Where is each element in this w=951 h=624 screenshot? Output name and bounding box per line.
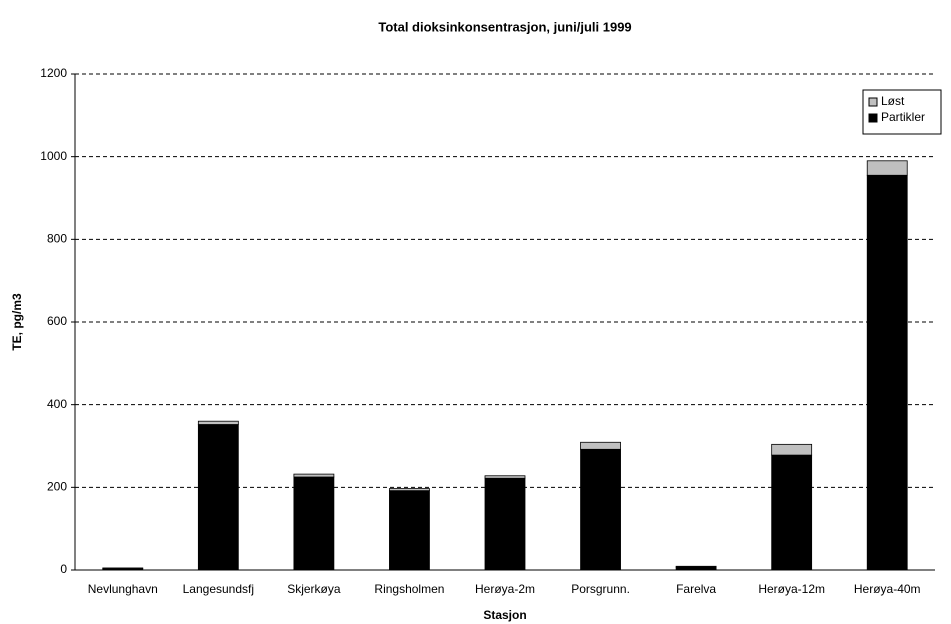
x-tick-label: Ringsholmen — [374, 582, 444, 596]
legend-label: Partikler — [881, 110, 925, 124]
bar-segment — [484, 477, 526, 571]
bar-segment — [293, 476, 335, 571]
bar-segment — [102, 567, 144, 570]
y-axis-label: TE, pg/m3 — [10, 293, 24, 351]
y-tick-label: 0 — [60, 562, 67, 576]
x-tick-label: Farelva — [676, 582, 716, 596]
bar-segment — [484, 475, 526, 479]
x-tick-label: Herøya-40m — [854, 582, 921, 596]
legend-box — [862, 89, 942, 135]
legend-label: Løst — [881, 94, 905, 108]
x-tick-label: Porsgrunn. — [571, 582, 630, 596]
y-tick-label: 600 — [47, 314, 67, 328]
y-tick-label: 200 — [47, 480, 67, 494]
y-tick-label: 800 — [47, 232, 67, 246]
y-tick-label: 1000 — [40, 149, 67, 163]
y-tick-label: 400 — [47, 397, 67, 411]
bar-segment — [866, 160, 908, 176]
bar-segment — [675, 565, 717, 568]
x-tick-label: Langesundsfj — [183, 582, 254, 596]
bar-segment — [197, 420, 239, 425]
chart-title: Total dioksinkonsentrasjon, juni/juli 19… — [378, 19, 631, 34]
bar-segment — [771, 454, 813, 571]
bar-segment — [389, 488, 430, 492]
bar-segment — [675, 566, 717, 571]
x-tick-label: Herøya-12m — [758, 582, 825, 596]
legend-swatch — [868, 113, 878, 123]
x-axis-label: Stasjon — [483, 608, 526, 622]
x-tick-label: Skjerkøya — [287, 582, 341, 596]
legend-swatch — [868, 97, 878, 107]
bar-segment — [389, 490, 430, 571]
x-tick-label: Nevlunghavn — [88, 582, 158, 596]
bar-segment — [771, 443, 813, 456]
bar-segment — [866, 174, 908, 571]
bar-segment — [293, 473, 335, 478]
y-tick-label: 1200 — [40, 66, 67, 80]
x-tick-label: Herøya-2m — [475, 582, 535, 596]
bar-segment — [197, 424, 239, 571]
bar-segment — [580, 441, 621, 450]
bar-segment — [580, 448, 621, 571]
